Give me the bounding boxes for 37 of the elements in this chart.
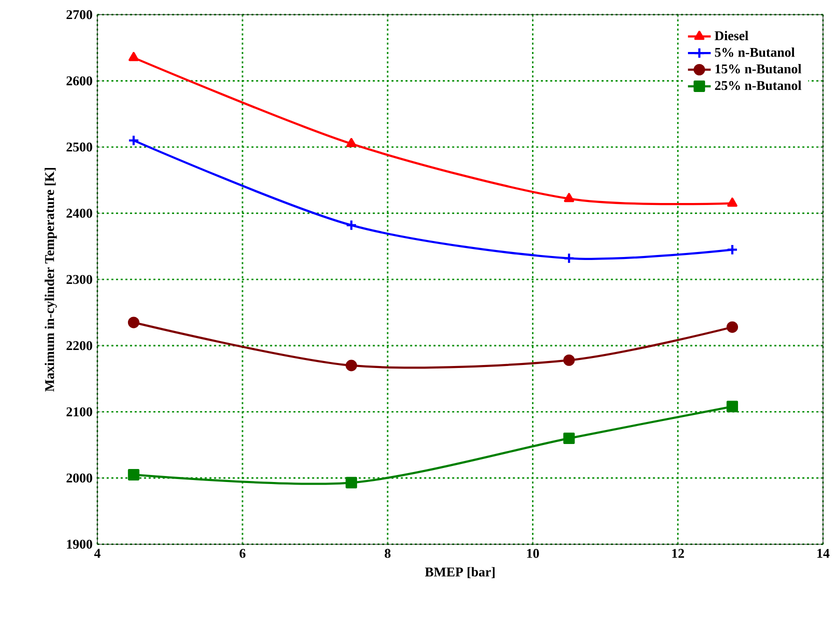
y-tick-label: 2700 xyxy=(66,10,92,20)
x-tick-label: 10 xyxy=(527,549,539,558)
point xyxy=(563,252,575,264)
point xyxy=(128,316,140,328)
point xyxy=(128,469,140,481)
y-tick-label: 2200 xyxy=(66,341,92,350)
y-tick-label: 2600 xyxy=(66,76,92,86)
x-tick-label: 4 xyxy=(94,549,100,558)
y-tick-label: 2300 xyxy=(66,275,92,284)
point xyxy=(726,244,738,256)
point xyxy=(128,134,140,146)
legend-label: 25% n-Butanol xyxy=(715,80,802,90)
point xyxy=(346,477,358,489)
x-tick-label: 8 xyxy=(384,549,391,558)
point xyxy=(563,354,575,366)
point xyxy=(128,52,139,62)
legend-label: 5% n-Butanol xyxy=(715,48,795,58)
y-tick-label: 1900 xyxy=(67,540,92,549)
point xyxy=(346,360,358,372)
y-tick-label: 2000 xyxy=(66,474,92,483)
point xyxy=(726,400,738,412)
x-tick-label: 12 xyxy=(672,549,684,558)
point xyxy=(726,322,738,334)
point xyxy=(346,138,356,148)
point xyxy=(346,220,358,232)
y-tick-label: 2500 xyxy=(66,142,92,152)
x-axis-title: BMEP [bar] xyxy=(425,567,495,578)
point xyxy=(727,198,738,207)
legend-label: 15% n-Butanol xyxy=(716,64,802,74)
y-tick-label: 2400 xyxy=(66,208,92,218)
legend-label: Diesel xyxy=(714,31,748,40)
x-tick-label: 6 xyxy=(240,549,246,558)
point xyxy=(564,193,574,202)
point xyxy=(563,432,575,444)
y-axis-title: Maximum in-cylinder Temperature [K] xyxy=(44,168,57,392)
x-tick-label: 14 xyxy=(817,549,830,558)
y-tick-label: 2100 xyxy=(66,408,92,417)
